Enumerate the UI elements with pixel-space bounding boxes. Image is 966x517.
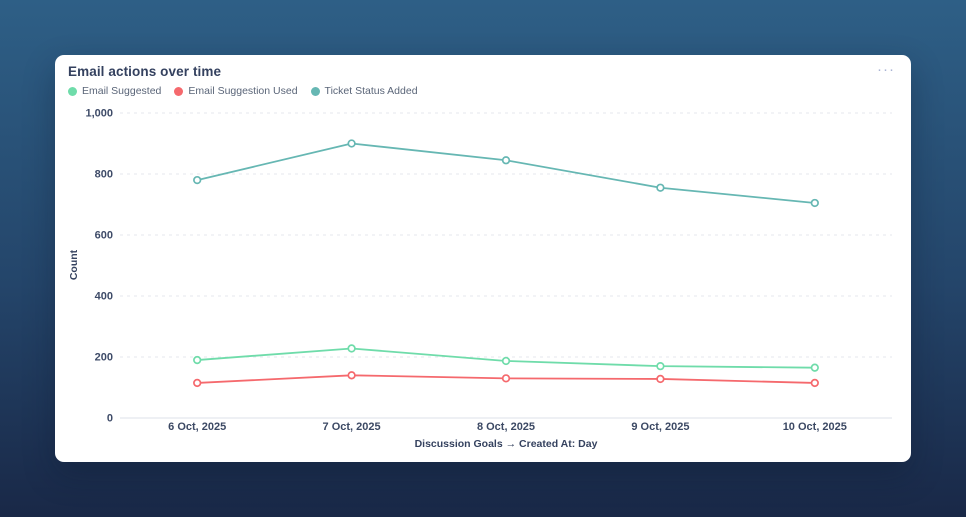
- data-point[interactable]: [501, 156, 511, 165]
- y-tick-label: 200: [95, 352, 113, 364]
- legend-dot-icon: [68, 86, 77, 96]
- legend-label: Ticket Status Added: [324, 85, 418, 97]
- x-tick-label: 6 Oct, 2025: [168, 421, 226, 433]
- legend-item-ticket-status-added[interactable]: Ticket Status Added: [310, 85, 418, 97]
- data-point[interactable]: [193, 355, 202, 365]
- y-tick-label: 1,000: [85, 108, 113, 120]
- ellipsis-icon: ···: [877, 61, 895, 78]
- data-point[interactable]: [347, 344, 356, 353]
- x-tick-label: 7 Oct, 2025: [323, 421, 381, 433]
- legend-label: Email Suggestion Used: [188, 85, 298, 97]
- y-tick-label: 800: [95, 169, 113, 181]
- data-point[interactable]: [193, 175, 202, 185]
- line-chart: 0 200 400 600 800 1,000 6 Oct, 2025 7 Oct, 2025…: [68, 108, 892, 450]
- data-point[interactable]: [501, 356, 511, 366]
- legend-item-email-suggested[interactable]: Email Suggested: [68, 85, 161, 97]
- data-point[interactable]: [656, 374, 665, 384]
- y-axis-title: Count: [68, 249, 80, 280]
- more-options-button[interactable]: ···: [871, 60, 901, 79]
- y-tick-label: 400: [95, 291, 113, 303]
- data-point[interactable]: [810, 378, 819, 388]
- y-tick-label: 600: [95, 230, 113, 242]
- data-point[interactable]: [810, 198, 819, 208]
- data-point[interactable]: [347, 139, 356, 148]
- x-tick-label: 8 Oct, 2025: [477, 421, 535, 433]
- data-point[interactable]: [656, 183, 665, 192]
- y-tick-label: 0: [107, 413, 113, 425]
- data-point[interactable]: [810, 363, 819, 372]
- legend-dot-icon: [174, 86, 184, 96]
- chart-legend: Email Suggested Email Suggestion Used Tick…: [55, 79, 911, 99]
- chart-title: Email actions over time: [68, 64, 222, 79]
- legend-dot-icon: [310, 86, 320, 96]
- series-line-ticket-status-added: [196, 142, 815, 204]
- legend-label: Email Suggested: [82, 85, 162, 97]
- chart-card: Email actions over time ··· Email Sugges…: [55, 55, 911, 462]
- x-axis-title: Discussion Goals → Created At: Day: [415, 438, 598, 450]
- x-tick-label: 9 Oct, 2025: [631, 421, 689, 433]
- data-point[interactable]: [347, 371, 356, 380]
- data-point[interactable]: [501, 374, 511, 383]
- data-point[interactable]: [193, 378, 202, 388]
- x-tick-label: 10 Oct, 2025: [783, 421, 847, 433]
- data-point[interactable]: [656, 362, 665, 371]
- card-header: Email actions over time ···: [55, 55, 911, 79]
- legend-item-email-suggestion-used[interactable]: Email Suggestion Used: [174, 85, 298, 97]
